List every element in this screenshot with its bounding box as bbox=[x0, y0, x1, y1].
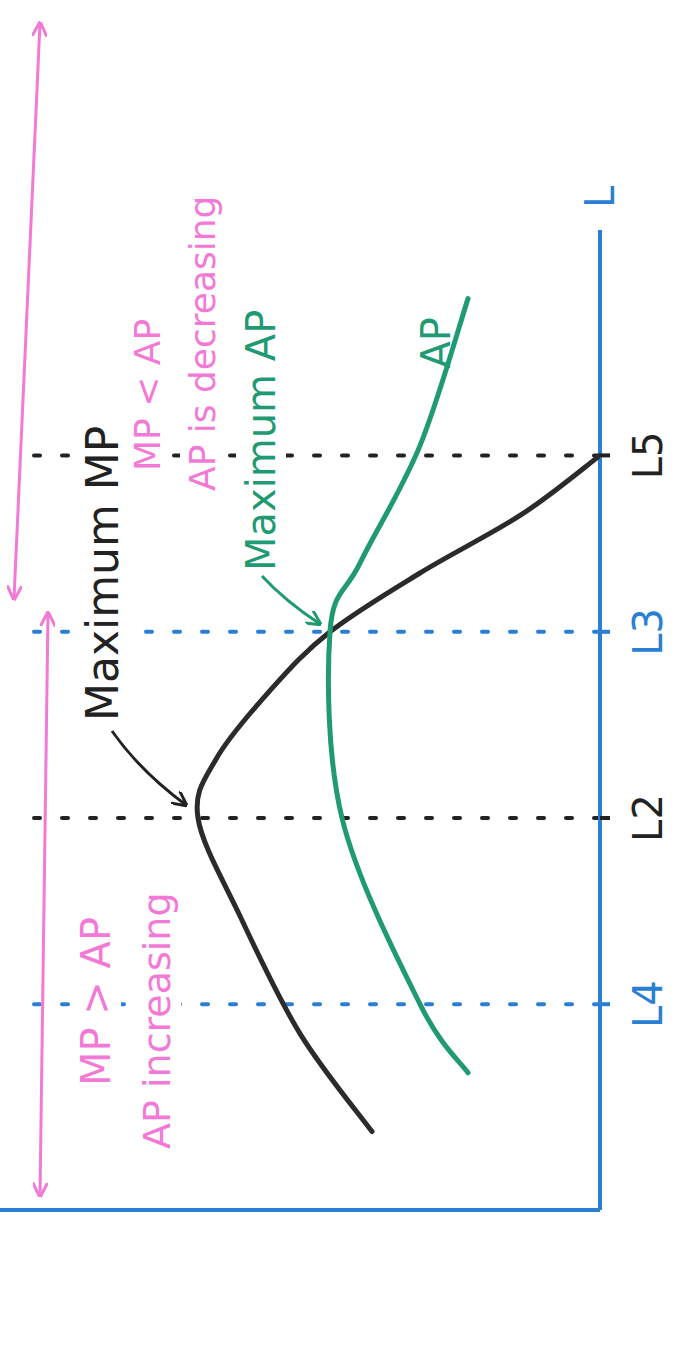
tick-label: L5 bbox=[625, 432, 671, 480]
texts: AP MP > AP AP increasing Maximum MPMP < AP A… bbox=[71, 193, 459, 1152]
rotated-chart: L4 L2 L3 L5 L AP MP > AP AP increasing Maximum M… bbox=[0, 23, 671, 1210]
tick bbox=[600, 453, 610, 457]
y-axis bbox=[0, 1208, 600, 1212]
curves bbox=[197, 299, 600, 1132]
tick-label: L4 bbox=[625, 980, 671, 1028]
text-patch bbox=[236, 307, 286, 574]
text-patch bbox=[125, 316, 170, 474]
series-line bbox=[328, 299, 468, 1073]
annotation: Maximum MP bbox=[77, 426, 128, 721]
range-arrow bbox=[40, 613, 48, 1196]
chart: L4 L2 L3 L5 L AP MP > AP AP increasing Maximum M… bbox=[0, 0, 689, 1361]
annotation: Maximum AP bbox=[238, 310, 284, 571]
x-axis-label: L bbox=[577, 185, 623, 208]
text-patches bbox=[71, 193, 286, 1152]
text-patch bbox=[75, 423, 130, 724]
tick-label: L3 bbox=[625, 608, 671, 656]
series-label: AP bbox=[413, 317, 459, 368]
annotation: AP is decreasing bbox=[182, 196, 223, 491]
text-patch bbox=[180, 193, 225, 494]
text-patch bbox=[71, 914, 121, 1089]
tick-label: L2 bbox=[625, 794, 671, 842]
arrow bbox=[112, 731, 186, 805]
tick bbox=[600, 816, 610, 820]
range-arrow bbox=[14, 23, 40, 599]
x-axis bbox=[598, 230, 602, 1210]
annotation: MP > AP bbox=[73, 917, 119, 1086]
annotation: MP < AP bbox=[127, 319, 168, 471]
tick bbox=[600, 630, 610, 634]
grid-line bbox=[20, 816, 600, 820]
annotation: AP increasing bbox=[135, 892, 179, 1149]
tick bbox=[600, 1002, 610, 1006]
text-patch bbox=[133, 889, 181, 1152]
arrow bbox=[262, 576, 320, 624]
